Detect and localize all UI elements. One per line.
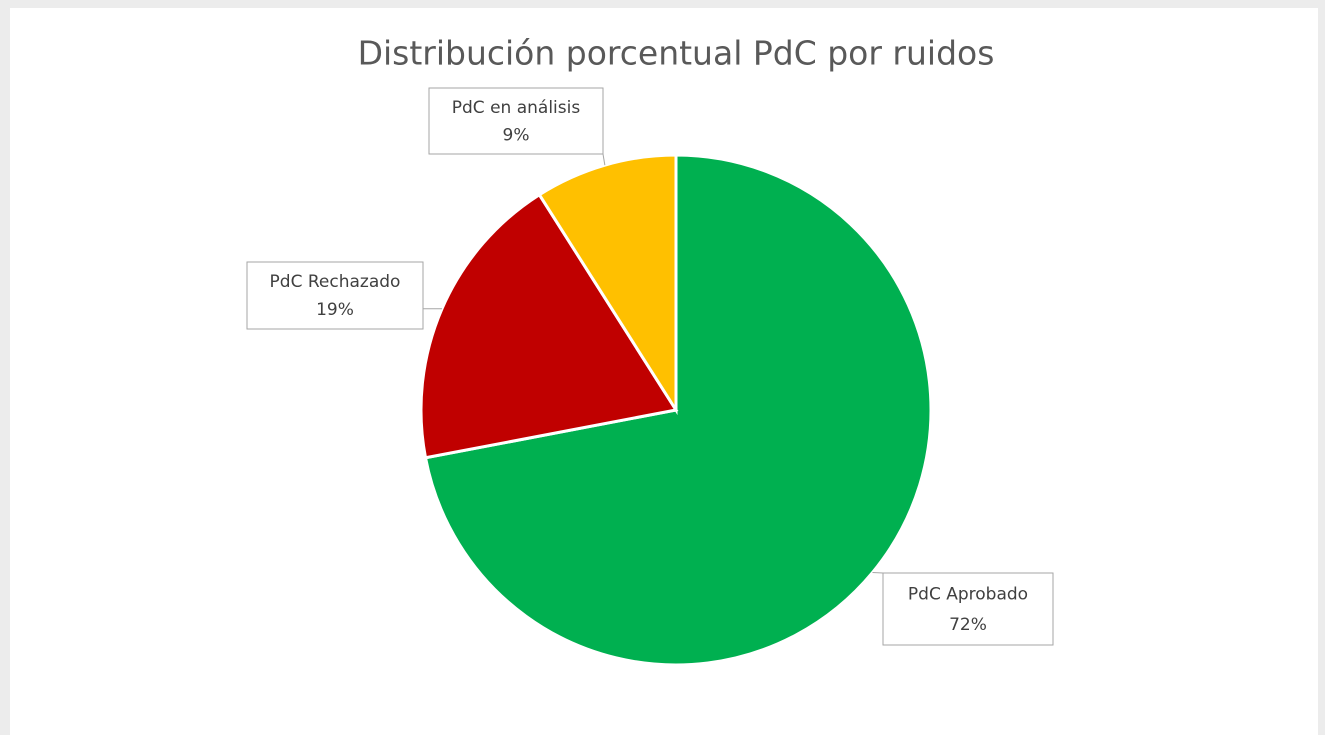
label-box (882, 572, 1054, 646)
data-label-value: 9% (503, 126, 530, 146)
data-label-name: PdC Aprobado (908, 585, 1028, 605)
data-label-value: 19% (316, 300, 354, 320)
label-box (428, 87, 604, 155)
pie-slice (423, 153, 933, 667)
data-label-value: 72% (949, 615, 987, 635)
leader-line (602, 153, 606, 166)
data-label-name: PdC Rechazado (270, 272, 401, 292)
chart-title: Distribución porcentual PdC por ruidos (358, 34, 995, 73)
data-label-name: PdC en análisis (452, 98, 581, 118)
pie-slice (537, 153, 678, 416)
label-box (246, 261, 424, 330)
pie-slice (419, 192, 679, 460)
